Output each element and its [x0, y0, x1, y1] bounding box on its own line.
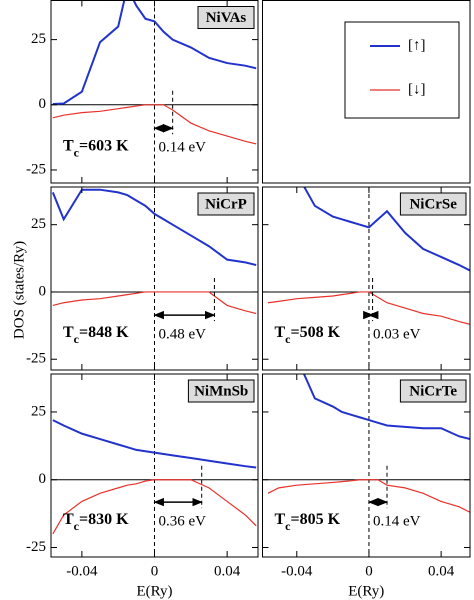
gap-label: 0.14 eV	[373, 514, 421, 530]
y-tick-label: -25	[26, 161, 46, 177]
dos-line	[52, 291, 257, 315]
x-tick-label: -0.04	[281, 563, 313, 579]
gap-label: 0.36 eV	[159, 514, 207, 530]
dos-line	[267, 291, 470, 325]
dos-line	[52, 104, 257, 145]
panel-frame	[50, 0, 259, 184]
y-tick-label: -25	[26, 539, 46, 555]
dos-line	[51, 188, 257, 267]
y-tick-label: 0	[39, 96, 47, 112]
compound-box	[399, 379, 467, 403]
curie-temperature: Tc=848 K	[63, 324, 129, 346]
x-tick-label: 0	[365, 563, 373, 579]
compound-label: NiMnSb	[194, 383, 248, 399]
y-tick-label: 25	[31, 31, 46, 47]
compound-box	[197, 192, 255, 216]
tc-part: =603 K	[79, 137, 129, 154]
dos-line	[302, 374, 470, 441]
tc-part: c	[285, 519, 291, 533]
panel-frame	[262, 373, 471, 558]
tc-part: =848 K	[79, 324, 129, 341]
compound-box	[187, 379, 255, 403]
legend-label: [↑]	[408, 37, 426, 53]
tc-part: T	[275, 324, 286, 341]
panel-frame	[50, 373, 259, 558]
dos-line	[52, 0, 257, 105]
panel	[51, 374, 258, 557]
compound-box	[399, 192, 467, 216]
panel-frame	[50, 186, 259, 371]
x-axis-label: E(Ry)	[136, 583, 172, 599]
y-tick-label: 0	[39, 471, 47, 487]
x-tick-label: 0.04	[214, 563, 241, 579]
y-tick-label: 25	[31, 216, 46, 232]
x-tick-label: 0	[151, 563, 159, 579]
legend-label: [↓]	[408, 81, 426, 97]
compound-label: NiVAs	[206, 10, 247, 26]
panel	[262, 374, 470, 557]
tc-part: c	[285, 332, 291, 346]
panel-frame	[262, 186, 471, 371]
tc-part: c	[74, 519, 80, 533]
legend-panel	[262, 0, 471, 184]
tc-part: c	[74, 145, 80, 159]
y-tick-label: -25	[26, 351, 46, 367]
curie-temperature: Tc=508 K	[275, 324, 341, 346]
y-tick-label: 25	[31, 403, 46, 419]
y-axis-label: DOS (states/Ry)	[11, 241, 27, 339]
x-tick-label: 0.04	[428, 563, 455, 579]
tc-part: =805 K	[291, 511, 341, 528]
tc-part: T	[63, 324, 74, 341]
gap-label: 0.14 eV	[159, 140, 207, 156]
curie-temperature: Tc=805 K	[275, 511, 341, 533]
dos-line	[303, 187, 470, 272]
compound-label: NiCrSe	[409, 196, 457, 212]
gap-label: 0.03 eV	[373, 327, 421, 343]
tc-part: T	[63, 511, 74, 528]
dos-line	[52, 419, 257, 469]
tc-part: =830 K	[79, 511, 129, 528]
tc-part: T	[63, 137, 74, 154]
panel	[51, 187, 258, 370]
y-tick-label: 0	[39, 283, 47, 299]
x-tick-label: -0.04	[66, 563, 98, 579]
curie-temperature: Tc=603 K	[63, 137, 129, 159]
gap-label: 0.48 eV	[159, 327, 207, 343]
x-axis-label: E(Ry)	[348, 583, 384, 599]
dos-line	[52, 479, 257, 535]
compound-label: NiCrP	[205, 196, 247, 212]
tc-part: =508 K	[291, 324, 341, 341]
dos-line	[267, 479, 470, 513]
legend-box	[344, 21, 460, 119]
curie-temperature: Tc=830 K	[63, 511, 129, 533]
tc-part: c	[74, 332, 80, 346]
compound-box	[197, 6, 255, 29]
tc-part: T	[275, 511, 286, 528]
panel	[51, 0, 258, 183]
compound-label: NiCrTe	[409, 383, 457, 399]
